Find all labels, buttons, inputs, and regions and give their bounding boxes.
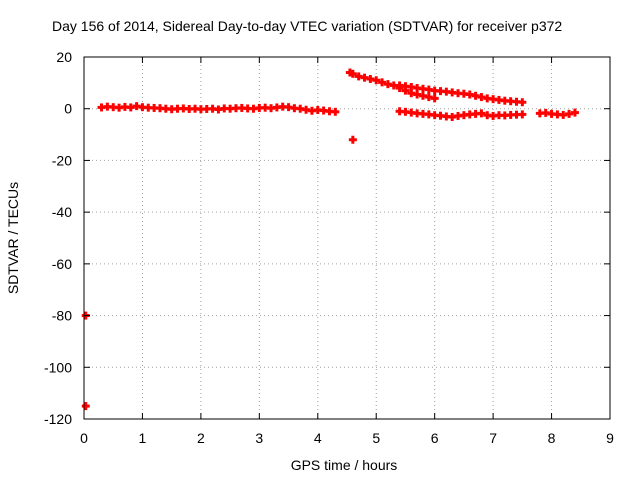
x-tick-label: 0 [80,430,88,446]
y-tick-label: -40 [52,204,72,220]
y-tick-label: -100 [44,359,72,375]
x-tick-label: 5 [372,430,380,446]
x-tick-label: 7 [489,430,497,446]
x-tick-label: 2 [197,430,205,446]
data-point [331,107,340,116]
x-tick-label: 3 [255,430,263,446]
data-point [372,76,381,85]
x-axis-label: GPS time / hours [291,457,398,473]
y-tick-label: 20 [56,49,72,65]
y-tick-label: -60 [52,256,72,272]
data-point [570,108,579,117]
data-point [518,98,527,107]
data-point [348,69,357,78]
data-point [430,94,439,103]
data-point [81,402,90,411]
y-tick-label: -120 [44,411,72,427]
y-tick-label: -20 [52,152,72,168]
y-tick-label: -80 [52,308,72,324]
x-tick-label: 8 [548,430,556,446]
y-tick-label: 0 [64,101,72,117]
data-point [348,135,357,144]
x-tick-label: 4 [314,430,322,446]
plot-frame [83,56,611,420]
data-point [477,109,486,118]
x-tick-label: 6 [431,430,439,446]
grid [84,57,610,419]
data-point [518,110,527,119]
data-points [81,68,579,411]
data-point [378,78,387,87]
x-tick-label: 9 [606,430,614,446]
y-axis-label: SDTVAR / TECUs [5,182,21,294]
chart-title: Day 156 of 2014, Sidereal Day-to-day VTE… [52,18,562,34]
axis-ticks: 0 1 2 3 4 5 6 7 8 9 20 0 -20 -40 -60 -80 -100 -120 [44,49,614,446]
x-tick-label: 1 [139,430,147,446]
